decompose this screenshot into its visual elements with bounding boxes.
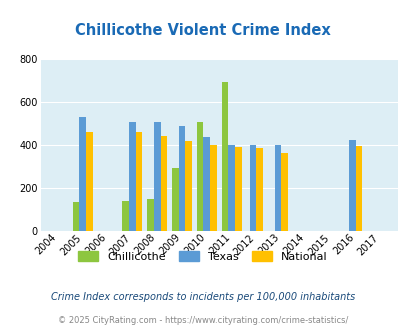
Bar (185, 141, 192, 231)
Text: © 2025 CityRating.com - https://www.cityrating.com/crime-statistics/: © 2025 CityRating.com - https://www.city… (58, 315, 347, 325)
Bar (153, 122, 160, 231)
Text: Chillicothe Violent Crime Index: Chillicothe Violent Crime Index (75, 23, 330, 38)
Bar (129, 122, 135, 231)
Bar (234, 147, 241, 231)
Bar (281, 153, 287, 231)
Legend: Chillicothe, Texas, National: Chillicothe, Texas, National (74, 247, 331, 267)
Bar (274, 145, 281, 231)
Bar (348, 140, 355, 231)
Bar (196, 121, 203, 231)
Bar (228, 145, 234, 231)
Bar (135, 132, 142, 231)
Bar (210, 145, 216, 231)
Bar (79, 117, 86, 231)
Bar (178, 126, 185, 231)
Bar (172, 168, 178, 231)
Bar (221, 82, 228, 231)
Bar (355, 146, 362, 231)
Bar (203, 137, 210, 231)
Text: Crime Index corresponds to incidents per 100,000 inhabitants: Crime Index corresponds to incidents per… (51, 292, 354, 302)
Bar (249, 145, 256, 231)
Bar (72, 202, 79, 231)
Bar (256, 148, 262, 231)
Bar (147, 199, 153, 231)
Bar (86, 132, 93, 231)
Bar (160, 136, 167, 231)
Bar (122, 201, 129, 231)
